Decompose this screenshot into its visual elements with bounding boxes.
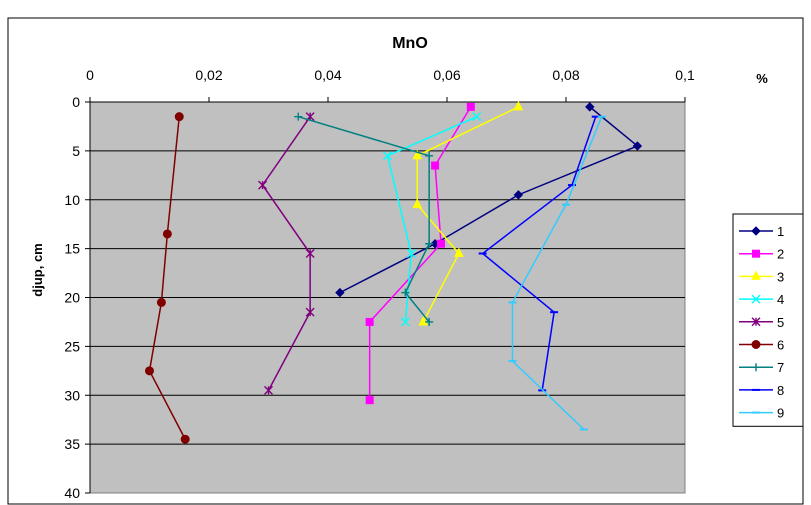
data-point xyxy=(163,230,171,238)
x-tick-label: 0,1 xyxy=(675,67,695,83)
legend-label: 4 xyxy=(777,292,784,307)
legend-marker xyxy=(753,250,760,257)
x-tick-label: 0,06 xyxy=(433,67,460,83)
x-tick-label: 0,02 xyxy=(195,67,222,83)
legend-label: 3 xyxy=(777,269,784,284)
legend-label: 9 xyxy=(777,406,784,421)
legend-label: 6 xyxy=(777,338,784,353)
legend-label: 5 xyxy=(777,315,784,330)
x-axis-label: % xyxy=(756,71,768,86)
data-point xyxy=(438,240,445,247)
x-tick-label: 0,04 xyxy=(314,67,341,83)
y-tick-label: 5 xyxy=(72,143,80,159)
legend-label: 8 xyxy=(777,383,784,398)
y-axis-label: djup, cm xyxy=(30,243,45,296)
data-point xyxy=(146,367,154,375)
y-tick-label: 10 xyxy=(64,192,80,208)
data-point xyxy=(432,162,439,169)
legend-label: 7 xyxy=(777,360,784,375)
y-tick-label: 20 xyxy=(64,290,80,306)
y-tick-label: 15 xyxy=(64,241,80,257)
x-tick-label: 0,08 xyxy=(552,67,579,83)
data-point xyxy=(181,435,189,443)
y-tick-label: 30 xyxy=(64,387,80,403)
data-point xyxy=(366,318,373,325)
x-tick-label: 0 xyxy=(86,67,94,83)
legend-box xyxy=(733,214,803,426)
y-tick-label: 0 xyxy=(72,94,80,110)
legend-label: 1 xyxy=(777,224,784,239)
legend-marker xyxy=(752,341,760,349)
data-point xyxy=(366,397,373,404)
y-tick-label: 40 xyxy=(64,485,80,501)
legend-label: 2 xyxy=(777,247,784,262)
chart-title: MnO xyxy=(392,35,428,52)
data-point xyxy=(175,113,183,121)
y-tick-label: 35 xyxy=(64,436,80,452)
legend: 1 2 3 4 5 6 7 8 9 xyxy=(733,214,803,426)
y-tick-label: 25 xyxy=(64,338,80,354)
data-point xyxy=(467,103,474,110)
data-point xyxy=(157,298,165,306)
